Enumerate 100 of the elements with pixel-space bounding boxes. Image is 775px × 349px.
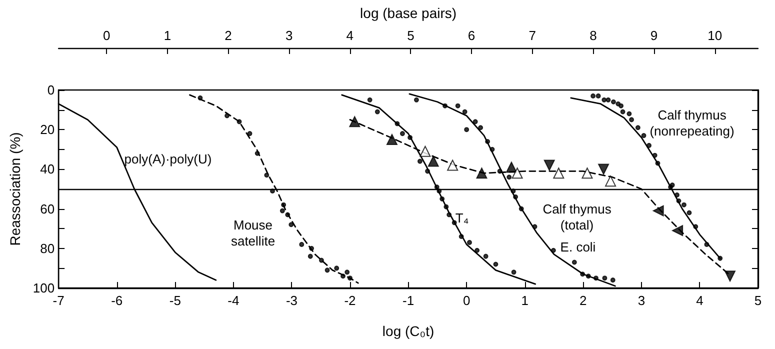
point xyxy=(308,254,313,259)
point xyxy=(590,93,596,98)
point xyxy=(334,266,340,271)
point xyxy=(236,119,242,124)
point xyxy=(224,113,230,118)
point xyxy=(518,206,524,212)
point xyxy=(681,202,686,208)
point xyxy=(374,109,380,114)
point xyxy=(497,168,502,174)
point xyxy=(285,212,290,218)
annotation: Mouse satellite xyxy=(230,218,276,248)
point xyxy=(512,168,523,179)
point xyxy=(511,270,516,275)
point xyxy=(440,196,445,202)
point xyxy=(309,246,314,251)
point xyxy=(635,125,640,130)
point xyxy=(602,276,608,281)
x-tick-label: 4 xyxy=(696,293,704,308)
x-tick-label: -3 xyxy=(286,293,298,308)
point xyxy=(340,274,346,279)
point xyxy=(462,109,468,114)
point xyxy=(394,121,400,126)
annotation: poly(A)·poly(U) xyxy=(124,152,212,166)
x2-tick-label: 8 xyxy=(590,28,597,43)
x-tick-label: -6 xyxy=(111,293,123,308)
point xyxy=(408,135,413,140)
x2-tick-label: 6 xyxy=(468,28,476,43)
y-tick-label: 20 xyxy=(40,122,55,138)
point xyxy=(288,222,294,228)
point xyxy=(247,131,252,136)
point xyxy=(553,168,564,179)
x-tick-label: -1 xyxy=(402,293,414,308)
point xyxy=(605,176,616,187)
x2-tick-label: 9 xyxy=(650,28,658,43)
x-tick-label: -2 xyxy=(344,293,356,308)
x-tick-label: 2 xyxy=(580,293,587,308)
y-tick-label: 40 xyxy=(40,162,55,177)
point xyxy=(686,210,692,216)
point xyxy=(506,174,512,180)
point xyxy=(444,204,449,210)
point xyxy=(400,131,405,136)
annotation: Calf thymus (total) xyxy=(542,202,612,232)
point xyxy=(264,172,270,178)
point xyxy=(610,278,616,283)
point xyxy=(598,164,610,175)
point xyxy=(386,134,398,145)
point xyxy=(446,212,452,218)
point xyxy=(367,97,372,102)
point xyxy=(606,97,611,102)
y-axis-title: Reassociation (%) xyxy=(7,132,23,246)
point xyxy=(610,99,616,104)
point xyxy=(646,142,652,148)
x-tick-label: 3 xyxy=(638,293,646,308)
point xyxy=(718,256,723,261)
point xyxy=(674,192,680,198)
point xyxy=(447,160,458,171)
annotation: T₄ xyxy=(455,210,469,226)
point xyxy=(672,225,684,236)
y-tick-label: 100 xyxy=(32,280,55,296)
x2-tick-label: 4 xyxy=(346,28,354,43)
point xyxy=(580,272,586,277)
point xyxy=(513,194,518,200)
annotation: Calf thymus (nonrepeating) xyxy=(650,108,734,138)
x2-tick-label: 2 xyxy=(224,28,232,43)
point xyxy=(593,276,598,281)
point xyxy=(652,152,658,158)
x2-tick-label: 3 xyxy=(285,28,293,43)
point xyxy=(324,268,330,273)
point xyxy=(425,168,430,174)
x2-axis-title: log (base pairs) xyxy=(360,5,457,21)
x2-tick-label: 10 xyxy=(708,28,722,43)
point xyxy=(629,117,634,122)
point xyxy=(652,205,664,216)
point xyxy=(442,103,448,108)
point xyxy=(620,109,626,114)
point xyxy=(344,270,350,275)
x2-tick-label: 5 xyxy=(407,28,414,43)
point xyxy=(467,240,472,245)
point xyxy=(572,260,577,265)
point xyxy=(455,103,460,108)
x-tick-label: 0 xyxy=(462,293,470,308)
point xyxy=(281,202,286,208)
point xyxy=(485,138,490,144)
point xyxy=(596,93,601,98)
annotation: E. coli xyxy=(560,240,596,254)
y-tick-label: 60 xyxy=(40,201,55,216)
point xyxy=(724,270,736,282)
x2-tick-label: 0 xyxy=(103,28,110,43)
point xyxy=(254,150,260,156)
point xyxy=(483,254,488,259)
point xyxy=(280,208,285,214)
point xyxy=(428,156,439,167)
point xyxy=(655,160,660,166)
point xyxy=(417,158,422,164)
point xyxy=(318,258,324,263)
point xyxy=(299,242,304,247)
point xyxy=(458,234,464,240)
point xyxy=(544,160,555,171)
point xyxy=(493,262,498,267)
point xyxy=(474,248,480,253)
